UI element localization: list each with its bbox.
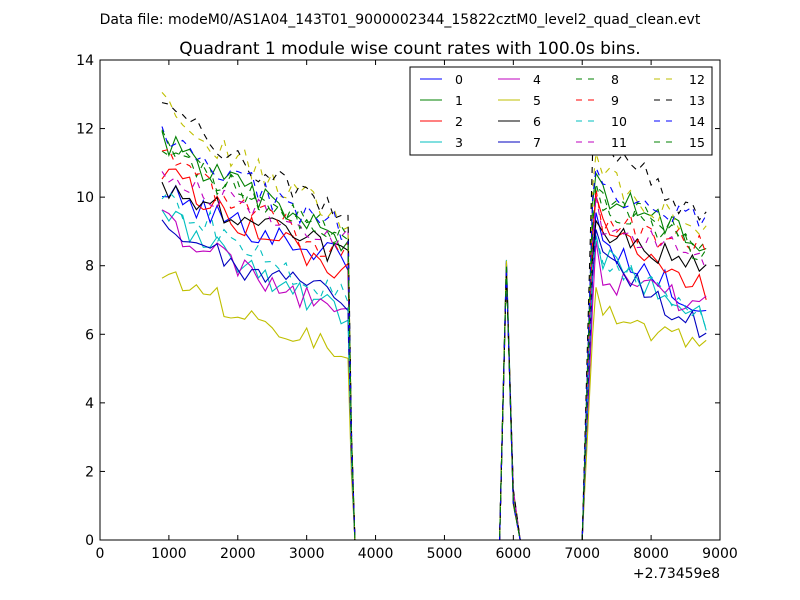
series-line-15 <box>161 129 707 541</box>
y-tick-label: 2 <box>85 464 94 480</box>
legend-label-1: 1 <box>455 93 463 108</box>
x-tick-label: 2000 <box>220 546 256 562</box>
x-axis: 0 1000 2000 3000 4000 5000 6000 7000 8000 9000 <box>96 60 738 562</box>
x-offset-label: +2.73459e8 <box>633 566 720 582</box>
y-tick-label: 14 <box>76 53 94 69</box>
legend-label-7: 7 <box>533 135 541 150</box>
legend-label-2: 2 <box>455 114 463 129</box>
legend-label-10: 10 <box>611 114 627 129</box>
legend-label-0: 0 <box>455 72 463 87</box>
legend-label-11: 11 <box>611 135 627 150</box>
chart-title: Quadrant 1 module wise count rates with … <box>179 39 640 59</box>
x-tick-label: 4000 <box>358 546 394 562</box>
x-tick-label: 5000 <box>427 546 463 562</box>
y-tick-label: 4 <box>85 396 94 412</box>
y-tick-label: 12 <box>76 122 94 138</box>
x-tick-label: 6000 <box>496 546 532 562</box>
y-tick-label: 10 <box>76 190 94 206</box>
chart-suptitle: Data file: modeM0/AS1A04_143T01_90000023… <box>100 12 701 28</box>
legend-label-5: 5 <box>533 93 541 108</box>
x-tick-label: 9000 <box>702 546 738 562</box>
legend-label-14: 14 <box>689 114 705 129</box>
legend-label-6: 6 <box>533 114 541 129</box>
axes-frame <box>99 59 721 541</box>
legend-frame <box>409 66 713 156</box>
y-tick-label: 8 <box>85 259 94 275</box>
y-tick-label: 6 <box>85 327 94 343</box>
series-line-8 <box>161 150 707 541</box>
legend-label-9: 9 <box>611 93 619 108</box>
legend-label-8: 8 <box>611 72 619 87</box>
legend-label-3: 3 <box>455 135 463 150</box>
legend-label-13: 13 <box>689 93 705 108</box>
legend-label-15: 15 <box>689 135 705 150</box>
legend-label-12: 12 <box>689 72 705 87</box>
y-tick-label: 0 <box>85 533 94 549</box>
x-tick-label: 8000 <box>633 546 669 562</box>
x-tick-label: 7000 <box>564 546 600 562</box>
x-tick-label: 0 <box>96 546 105 562</box>
legend-label-4: 4 <box>533 72 541 87</box>
series-line-12 <box>161 92 707 541</box>
x-tick-label: 1000 <box>151 546 187 562</box>
x-tick-label: 3000 <box>289 546 325 562</box>
